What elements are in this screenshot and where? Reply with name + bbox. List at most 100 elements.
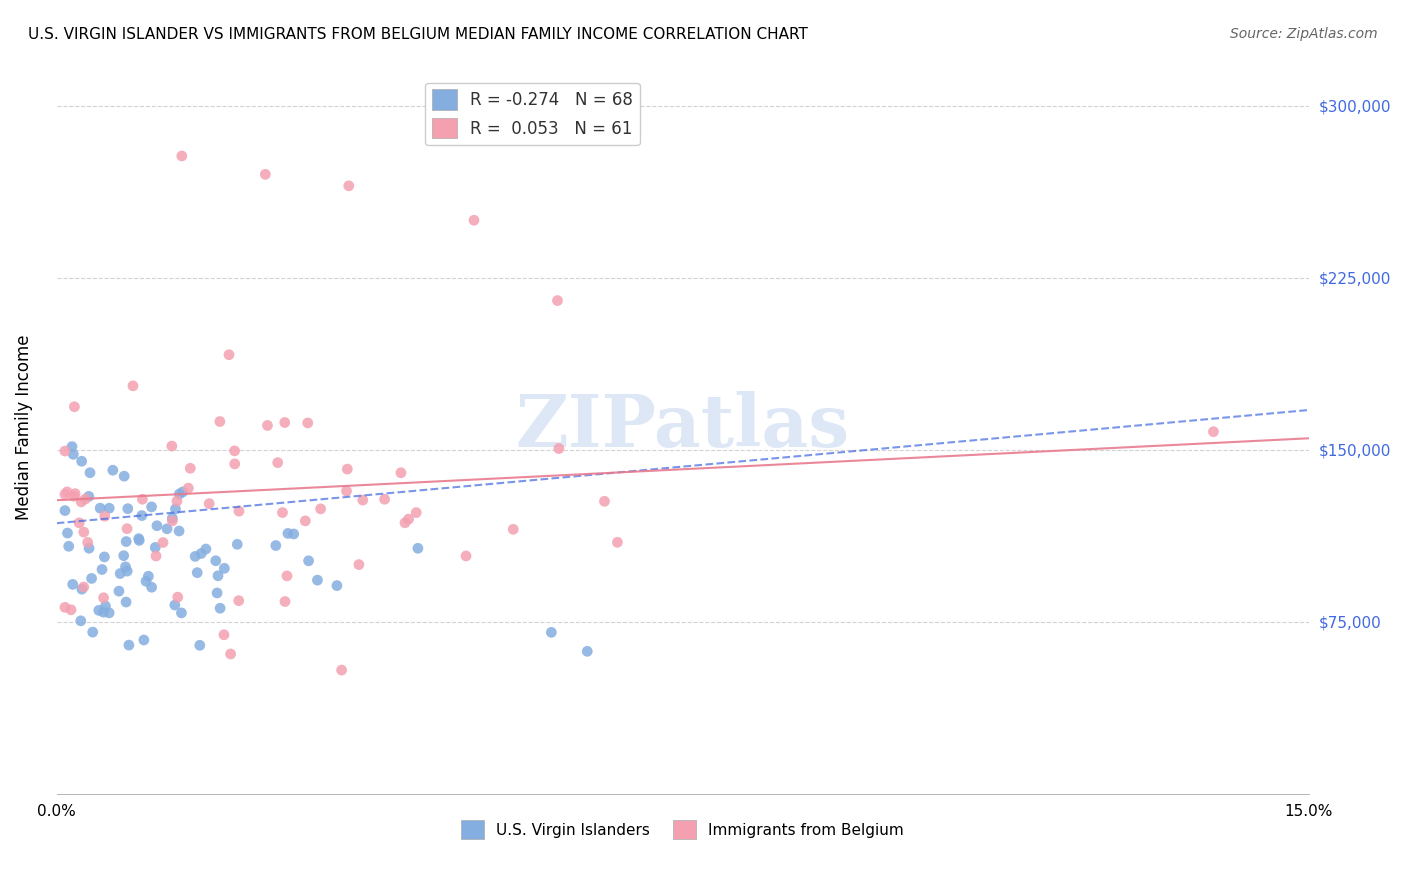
Point — [115, 522, 138, 536]
Point — [93, 591, 115, 605]
Point — [73, 580, 96, 594]
Point — [294, 514, 316, 528]
Point — [62, 577, 84, 591]
Point — [167, 524, 190, 538]
Point — [204, 554, 226, 568]
Point — [69, 614, 91, 628]
Point — [309, 501, 332, 516]
Point — [56, 526, 79, 541]
Point — [141, 580, 163, 594]
Point — [184, 549, 207, 564]
Point — [307, 573, 329, 587]
Point — [297, 554, 319, 568]
Point — [63, 489, 86, 503]
Point — [170, 149, 193, 163]
Point — [254, 167, 277, 181]
Point — [76, 535, 98, 549]
Point — [131, 492, 153, 507]
Point — [162, 514, 184, 528]
Point — [194, 542, 217, 557]
Point — [224, 443, 246, 458]
Point — [128, 532, 150, 546]
Point — [93, 549, 115, 564]
Point — [146, 518, 169, 533]
Point — [394, 516, 416, 530]
Point — [141, 500, 163, 514]
Point — [226, 537, 249, 551]
Point — [463, 213, 485, 227]
Point — [593, 494, 616, 508]
Point — [188, 638, 211, 652]
Point — [80, 571, 103, 585]
Point — [274, 416, 297, 430]
Point — [53, 503, 76, 517]
Point — [115, 564, 138, 578]
Point — [405, 506, 427, 520]
Point — [60, 440, 83, 454]
Point — [112, 549, 135, 563]
Point — [1202, 425, 1225, 439]
Point — [209, 601, 232, 615]
Point — [93, 605, 115, 619]
Point — [70, 582, 93, 596]
Point — [70, 454, 93, 468]
Point — [546, 293, 568, 308]
Point — [219, 647, 242, 661]
Text: Source: ZipAtlas.com: Source: ZipAtlas.com — [1230, 27, 1378, 41]
Point — [132, 632, 155, 647]
Point — [160, 439, 183, 453]
Point — [297, 416, 319, 430]
Point — [117, 501, 139, 516]
Point — [53, 444, 76, 458]
Point — [170, 606, 193, 620]
Point — [131, 508, 153, 523]
Point — [138, 569, 160, 583]
Point — [108, 584, 131, 599]
Point — [98, 606, 121, 620]
Point — [177, 481, 200, 495]
Point — [62, 447, 84, 461]
Text: ZIPatlas: ZIPatlas — [516, 392, 849, 462]
Point — [79, 466, 101, 480]
Point — [186, 566, 208, 580]
Point — [337, 178, 360, 193]
Point — [256, 418, 278, 433]
Point — [335, 483, 357, 498]
Point — [53, 487, 76, 501]
Text: U.S. VIRGIN ISLANDER VS IMMIGRANTS FROM BELGIUM MEDIAN FAMILY INCOME CORRELATION: U.S. VIRGIN ISLANDER VS IMMIGRANTS FROM … — [28, 27, 808, 42]
Point — [115, 534, 138, 549]
Point — [398, 512, 420, 526]
Point — [101, 463, 124, 477]
Point — [218, 348, 240, 362]
Point — [108, 566, 131, 581]
Point — [190, 547, 212, 561]
Point — [208, 415, 231, 429]
Y-axis label: Median Family Income: Median Family Income — [15, 334, 32, 519]
Point — [145, 549, 167, 563]
Point — [112, 469, 135, 483]
Point — [135, 574, 157, 589]
Point — [63, 400, 86, 414]
Point — [166, 494, 188, 508]
Point — [606, 535, 628, 549]
Point — [347, 558, 370, 572]
Point — [169, 487, 191, 501]
Point — [156, 522, 179, 536]
Point — [406, 541, 429, 556]
Point — [114, 559, 136, 574]
Point — [540, 625, 562, 640]
Point — [326, 578, 349, 592]
Point — [271, 506, 294, 520]
Point — [94, 509, 117, 524]
Point — [163, 598, 186, 612]
Point — [228, 593, 250, 607]
Point — [60, 603, 83, 617]
Point — [198, 497, 221, 511]
Point — [73, 525, 96, 540]
Point — [91, 562, 114, 576]
Point — [122, 379, 145, 393]
Point — [454, 549, 477, 563]
Point — [98, 501, 121, 516]
Point — [547, 442, 569, 456]
Point — [283, 527, 305, 541]
